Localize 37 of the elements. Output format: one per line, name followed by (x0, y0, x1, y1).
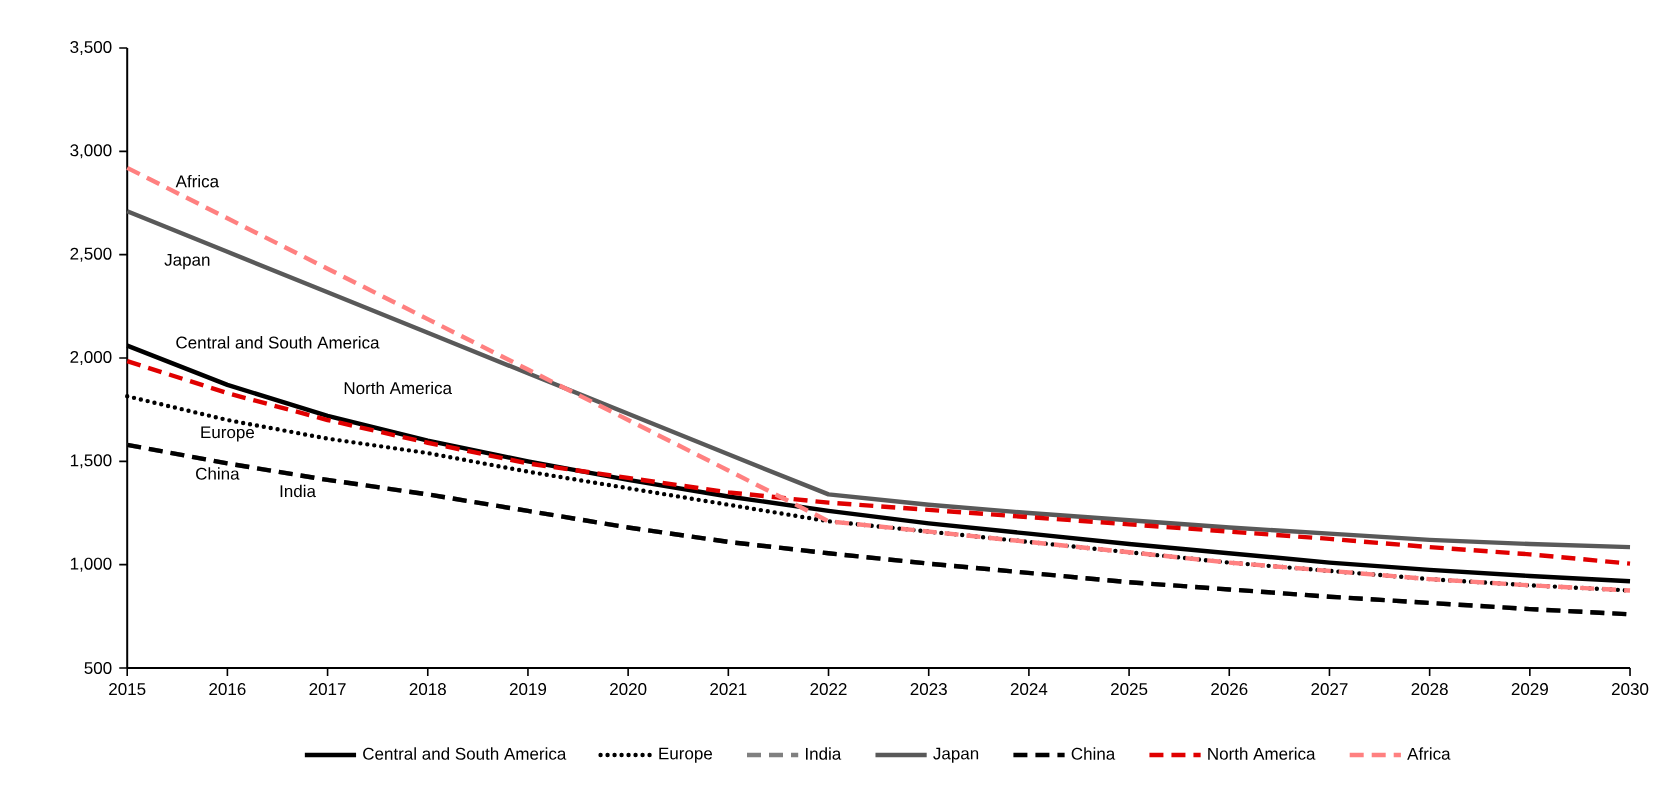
x-tick-label: 2030 (1611, 683, 1649, 696)
y-tick-label: 500 (84, 661, 112, 675)
x-tick-label: 2023 (910, 683, 947, 696)
x-tick-label: 2025 (1111, 683, 1148, 696)
x-tick-label: 2018 (409, 683, 446, 696)
x-tick-label: 2016 (209, 683, 246, 696)
legend-label: China (1071, 747, 1116, 760)
x-tick-label: 2029 (1511, 683, 1548, 696)
legend-label: Japan (933, 747, 979, 763)
text: China (196, 467, 240, 480)
x-tick-label: 2024 (1010, 683, 1048, 696)
text: North America (344, 381, 452, 395)
legend-label: Central and South America (363, 747, 567, 760)
legend-label: Europe (659, 747, 713, 763)
x-tick-label: 2026 (1211, 683, 1248, 696)
x-tick-label: 2027 (1311, 683, 1348, 696)
legend-label: Africa (1407, 747, 1451, 760)
y-tick-label: 3,500 (70, 40, 112, 56)
y-tick-label: 1,000 (70, 557, 112, 572)
text: Africa (175, 174, 220, 188)
x-tick-label: 2015 (109, 683, 146, 696)
x-tick-label: 2022 (810, 683, 847, 696)
x-tick-label: 2021 (710, 683, 747, 696)
y-tick-label: 1,500 (70, 454, 112, 469)
legend-label: India (805, 747, 842, 760)
text: Central and South America (176, 336, 380, 349)
x-tick-label: 2019 (509, 683, 547, 696)
y-tick-label: 2,000 (70, 350, 112, 366)
x-tick-label: 2028 (1411, 683, 1448, 696)
text: Europe (201, 426, 255, 442)
text: Japan (164, 253, 210, 270)
x-tick-label: 2020 (610, 683, 647, 696)
text: India (280, 484, 316, 498)
x-tick-label: 2017 (309, 683, 346, 696)
y-tick-label: 2,500 (70, 247, 112, 262)
y-tick-label: 3,000 (70, 144, 112, 159)
legend-label: North America (1208, 747, 1316, 760)
